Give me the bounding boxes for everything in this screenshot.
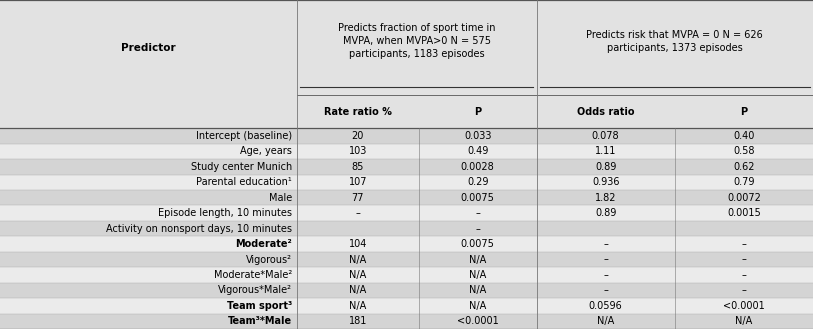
Text: –: – (741, 285, 746, 295)
Text: 0.0596: 0.0596 (589, 301, 623, 311)
Text: N/A: N/A (349, 285, 367, 295)
Bar (0, 236, 813, 252)
Text: 0.0072: 0.0072 (727, 193, 761, 203)
Text: Intercept (baseline): Intercept (baseline) (196, 131, 292, 141)
Text: Odds ratio: Odds ratio (577, 107, 634, 117)
Text: Vigorous²: Vigorous² (246, 255, 292, 265)
Text: –: – (603, 255, 608, 265)
Text: N/A: N/A (735, 316, 753, 326)
Text: Episode length, 10 minutes: Episode length, 10 minutes (158, 208, 292, 218)
Bar (0, 206, 813, 221)
Text: N/A: N/A (597, 316, 615, 326)
Text: 77: 77 (351, 193, 364, 203)
Text: 0.936: 0.936 (592, 177, 620, 187)
Text: N/A: N/A (469, 285, 486, 295)
Text: 20: 20 (351, 131, 364, 141)
Text: 0.40: 0.40 (733, 131, 754, 141)
Text: 0.033: 0.033 (464, 131, 491, 141)
Bar (0, 190, 813, 206)
Text: Predicts risk that MVPA = 0 N = 626
participants, 1373 episodes: Predicts risk that MVPA = 0 N = 626 part… (586, 30, 763, 53)
Text: Team³*Male: Team³*Male (228, 316, 292, 326)
Text: 0.62: 0.62 (733, 162, 754, 172)
Bar (0, 144, 813, 159)
Text: N/A: N/A (349, 255, 367, 265)
Text: Male: Male (268, 193, 292, 203)
Bar (0, 298, 813, 314)
Text: –: – (355, 208, 360, 218)
Text: –: – (476, 224, 480, 234)
Text: P: P (474, 107, 481, 117)
Text: Rate ratio %: Rate ratio % (324, 107, 392, 117)
Text: 181: 181 (349, 316, 367, 326)
Text: 1.11: 1.11 (595, 146, 616, 157)
Text: <0.0001: <0.0001 (723, 301, 765, 311)
Bar (0, 314, 813, 329)
Text: Predicts fraction of sport time in
MVPA, when MVPA>0 N = 575
participants, 1183 : Predicts fraction of sport time in MVPA,… (338, 23, 495, 59)
Text: 0.0028: 0.0028 (461, 162, 494, 172)
Text: <0.0001: <0.0001 (457, 316, 498, 326)
Text: Age, years: Age, years (240, 146, 292, 157)
Text: 0.89: 0.89 (595, 208, 616, 218)
Bar (0, 175, 813, 190)
Text: Study center Munich: Study center Munich (190, 162, 292, 172)
Text: –: – (741, 270, 746, 280)
Text: 1.82: 1.82 (595, 193, 616, 203)
Text: 107: 107 (349, 177, 367, 187)
Text: 0.0015: 0.0015 (727, 208, 761, 218)
Text: Moderate*Male²: Moderate*Male² (214, 270, 292, 280)
Text: 0.0075: 0.0075 (461, 239, 494, 249)
Text: Parental education¹: Parental education¹ (196, 177, 292, 187)
Text: P: P (741, 107, 747, 117)
Bar (0, 159, 813, 175)
Text: –: – (741, 255, 746, 265)
Text: N/A: N/A (469, 301, 486, 311)
Text: Team sport³: Team sport³ (227, 301, 292, 311)
Text: 0.89: 0.89 (595, 162, 616, 172)
Text: Moderate²: Moderate² (235, 239, 292, 249)
Text: –: – (603, 239, 608, 249)
Text: 104: 104 (349, 239, 367, 249)
Bar (0, 128, 813, 144)
Text: 103: 103 (349, 146, 367, 157)
Text: N/A: N/A (349, 270, 367, 280)
Text: 0.29: 0.29 (467, 177, 489, 187)
Text: Predictor: Predictor (121, 43, 176, 53)
Bar (0, 221, 813, 236)
Text: 0.0075: 0.0075 (461, 193, 494, 203)
Text: N/A: N/A (469, 270, 486, 280)
Text: 0.79: 0.79 (733, 177, 754, 187)
Text: 0.078: 0.078 (592, 131, 620, 141)
Text: –: – (603, 285, 608, 295)
Text: N/A: N/A (349, 301, 367, 311)
Text: –: – (476, 208, 480, 218)
Text: –: – (741, 239, 746, 249)
Bar (0, 267, 813, 283)
Text: 0.58: 0.58 (733, 146, 754, 157)
Bar (0, 95, 813, 128)
Text: N/A: N/A (469, 255, 486, 265)
Bar (0, 283, 813, 298)
Bar (0, 0, 813, 95)
Text: 85: 85 (351, 162, 364, 172)
Text: 0.49: 0.49 (467, 146, 489, 157)
Text: –: – (603, 270, 608, 280)
Text: Vigorous*Male²: Vigorous*Male² (218, 285, 292, 295)
Bar (0, 252, 813, 267)
Text: Activity on nonsport days, 10 minutes: Activity on nonsport days, 10 minutes (106, 224, 292, 234)
